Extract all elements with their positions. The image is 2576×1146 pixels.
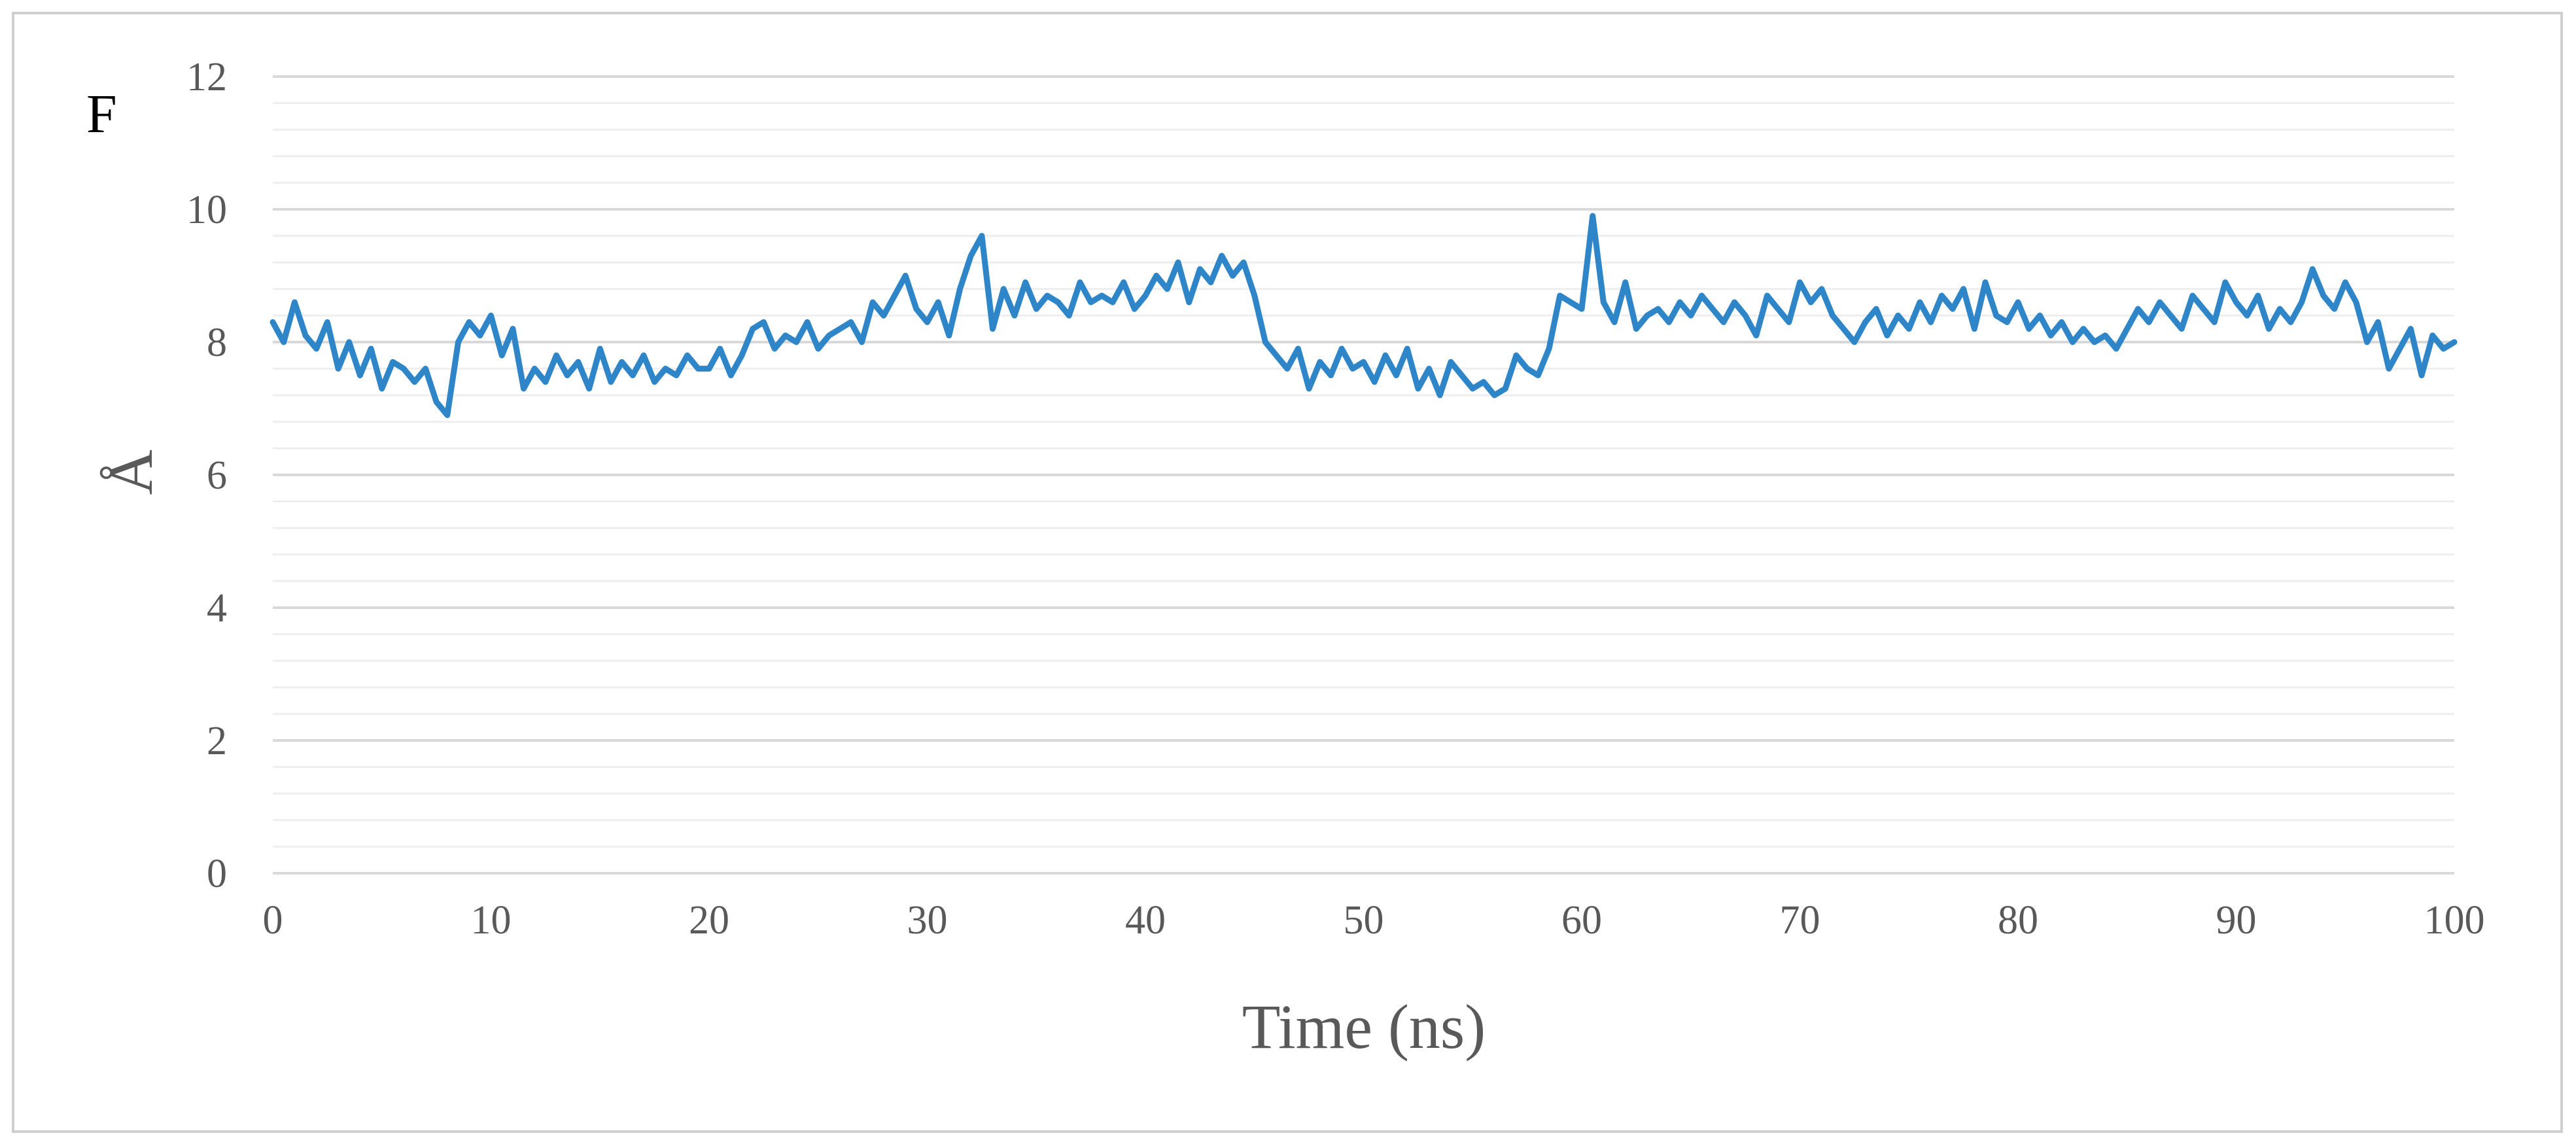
x-tick-label: 10	[471, 898, 512, 943]
y-tick-label: 2	[207, 719, 227, 763]
y-tick-label: 8	[207, 321, 227, 365]
x-tick-label: 100	[2424, 898, 2485, 943]
x-tick-label: 30	[907, 898, 948, 943]
line-chart: F 0 2 4 6 8 10 12 0 10 20 30 40 50 60 70 80 90 100 Time …	[86, 55, 2485, 1062]
series-group	[270, 213, 2458, 419]
y-tick-label: 10	[186, 188, 227, 232]
y-tick-label: 0	[207, 852, 227, 896]
y-axis-ticks: 0 2 4 6 8 10 12	[186, 55, 227, 896]
x-tick-label: 60	[1561, 898, 1602, 943]
x-tick-label: 20	[689, 898, 729, 943]
panel-label: F	[86, 84, 117, 145]
x-tick-label: 0	[263, 898, 283, 943]
grid-lines	[273, 75, 2454, 875]
x-tick-label: 50	[1344, 898, 1384, 943]
figure-frame: F 0 2 4 6 8 10 12 0 10 20 30 40 50 60 70 80 90 100 Time …	[12, 12, 2563, 1133]
x-tick-label: 90	[2216, 898, 2257, 943]
x-tick-label: 40	[1125, 898, 1166, 943]
series-line	[270, 213, 2458, 419]
y-axis-title: Å	[96, 449, 165, 495]
y-tick-label: 12	[186, 55, 227, 99]
x-axis-title: Time (ns)	[1242, 992, 1486, 1062]
x-tick-label: 80	[1998, 898, 2038, 943]
x-tick-label: 70	[1780, 898, 1820, 943]
x-axis-ticks: 0 10 20 30 40 50 60 70 80 90 100	[263, 898, 2485, 943]
y-tick-label: 4	[207, 586, 227, 631]
y-tick-label: 6	[207, 453, 227, 498]
